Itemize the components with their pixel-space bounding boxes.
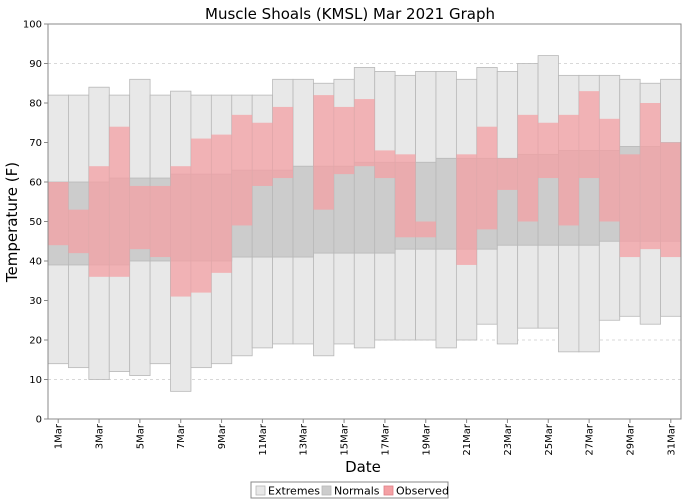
- x-tick-label: 5Mar: [135, 423, 146, 449]
- x-tick-label: 21Mar: [462, 423, 473, 455]
- extremes-legend-swatch: [255, 485, 266, 496]
- extremes-legend-label: Extremes: [268, 485, 320, 498]
- normals-bar: [435, 157, 457, 250]
- x-tick-label: 25Mar: [544, 423, 555, 455]
- x-tick-label: 9Mar: [217, 423, 228, 449]
- normals-legend-swatch: [321, 485, 332, 496]
- y-tick-label: 90: [29, 59, 42, 70]
- normals-bar: [292, 165, 314, 258]
- observed-bar: [395, 154, 416, 238]
- x-tick-label: 15Mar: [340, 423, 351, 455]
- observed-bar: [170, 166, 191, 297]
- y-tick-label: 0: [36, 415, 42, 426]
- observed-bar: [538, 122, 559, 179]
- observed-bar: [272, 106, 294, 179]
- y-tick-label: 30: [29, 296, 42, 307]
- normals-legend-label: Normals: [334, 485, 380, 498]
- normals-bar: [353, 161, 376, 254]
- observed-bar: [68, 209, 89, 254]
- y-tick-label: 20: [29, 336, 42, 347]
- observed-bar: [415, 221, 436, 238]
- observed-bar: [190, 138, 212, 293]
- y-tick-label: 80: [29, 99, 42, 110]
- observed-bar: [313, 95, 334, 210]
- observed-bar: [599, 118, 620, 222]
- observed-bar: [231, 114, 253, 226]
- observed-series: [48, 91, 681, 297]
- observed-legend-swatch: [383, 485, 394, 496]
- observed-bar: [497, 158, 518, 190]
- axes: 0 10 20 30 40 50 60 70 80 90 100 1Mar 3Mar 5Mar 7Mar 9M…: [23, 20, 682, 456]
- observed-bar: [354, 99, 375, 167]
- observed-bar: [109, 126, 130, 277]
- x-tick-label: 3Mar: [95, 423, 106, 449]
- x-tick-label: 17Mar: [380, 423, 391, 455]
- observed-bar: [640, 103, 661, 250]
- x-tick-label: 27Mar: [585, 423, 596, 455]
- observed-bar: [88, 166, 110, 277]
- observed-bar: [558, 114, 579, 226]
- observed-bar: [578, 91, 600, 179]
- x-tick-label: 7Mar: [176, 423, 187, 449]
- y-tick-label: 100: [23, 20, 42, 31]
- x-tick-label: 29Mar: [625, 423, 636, 455]
- bars: [47, 55, 682, 392]
- y-tick-label: 40: [29, 257, 42, 268]
- x-axis-label: Date: [345, 458, 381, 476]
- x-tick-label: 19Mar: [421, 423, 432, 455]
- y-axis-label: Temperature (F): [3, 162, 21, 283]
- chart-title: Muscle Shoals (KMSL) Mar 2021 Graph: [205, 5, 495, 23]
- normals-bar: [272, 169, 294, 258]
- observed-bar: [150, 185, 171, 258]
- observed-bar: [252, 122, 273, 186]
- y-tick-label: 60: [29, 178, 42, 189]
- y-tick-label: 10: [29, 375, 42, 386]
- observed-bar: [660, 142, 681, 258]
- normals-bar: [333, 165, 355, 254]
- x-tick-label: 13Mar: [299, 423, 310, 455]
- observed-bar: [129, 185, 151, 250]
- legend-box: [250, 481, 449, 499]
- x-tick-label: 1Mar: [54, 423, 65, 449]
- x-tick-label: 23Mar: [503, 423, 514, 455]
- x-tick-label: 11Mar: [258, 423, 269, 455]
- legend: Extremes Normals Observed: [250, 481, 449, 499]
- observed-bar: [476, 126, 498, 230]
- observed-bar: [211, 134, 232, 273]
- observed-bar: [333, 106, 355, 175]
- observed-bar: [374, 150, 396, 179]
- observed-bar: [456, 154, 477, 265]
- observed-bar: [619, 154, 641, 258]
- observed-legend-label: Observed: [396, 485, 449, 498]
- x-tick-label: 31Mar: [666, 423, 677, 455]
- y-tick-label: 50: [29, 217, 42, 228]
- observed-bar: [517, 114, 539, 222]
- y-tick-label: 70: [29, 138, 42, 149]
- observed-bar: [48, 182, 69, 246]
